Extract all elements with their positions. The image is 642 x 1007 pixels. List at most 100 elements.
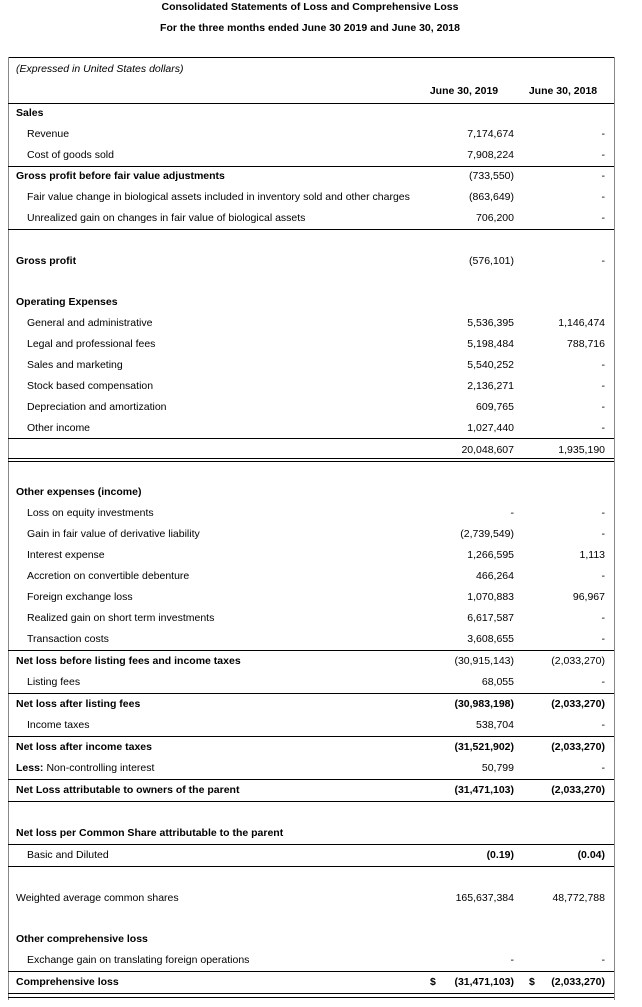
value-2019: (30,915,143) — [454, 655, 514, 667]
row-label: Income taxes — [27, 719, 90, 731]
value-2018: 788,716 — [567, 338, 605, 350]
row-label-prefix: Less: — [16, 762, 44, 774]
row-label: Basic and Diluted — [27, 849, 109, 861]
value-2018: - — [601, 255, 606, 267]
subtitle: For the three months ended June 30 2019 … — [160, 22, 460, 34]
value-2019: (31,471,103) — [454, 784, 514, 796]
value-2019: (576,101) — [469, 255, 514, 267]
value-2018: - — [601, 191, 606, 203]
value-2019: 5,536,395 — [467, 317, 514, 329]
value-2018: - — [601, 528, 606, 540]
value-2019: (31,521,902) — [454, 741, 514, 753]
value-2018: - — [601, 633, 606, 645]
row-label: Interest expense — [27, 549, 105, 561]
row-label: Depreciation and amortization — [27, 401, 167, 413]
value-2018: - — [601, 612, 606, 624]
border — [614, 57, 615, 1000]
value-2019: 5,540,252 — [467, 359, 514, 371]
rule — [8, 166, 614, 167]
row-label: Fair value change in biological assets i… — [27, 191, 410, 203]
value-2019: 7,174,674 — [467, 128, 514, 140]
value-2019: 1,027,440 — [467, 422, 514, 434]
value-2019: 7,908,224 — [467, 149, 514, 161]
row-label: Cost of goods sold — [27, 149, 114, 161]
value-2019: 538,704 — [476, 719, 514, 731]
row-label: Net loss before listing fees and income … — [16, 655, 241, 667]
value-2019: 1,266,595 — [467, 549, 514, 561]
value-2019: 5,198,484 — [467, 338, 514, 350]
row-label: Operating Expenses — [16, 296, 118, 308]
value-2018: - — [601, 401, 606, 413]
value-2018: - — [601, 149, 606, 161]
row-label: Net loss per Common Share attributable t… — [16, 827, 284, 839]
row-label: Other expenses (income) — [16, 486, 142, 498]
row-label: General and administrative — [27, 317, 153, 329]
value-2019: (863,649) — [469, 191, 514, 203]
value-2019: - — [510, 507, 515, 519]
value-2019: 50,799 — [481, 762, 514, 774]
rule — [8, 779, 614, 780]
currency: $ — [529, 976, 535, 988]
row-label: Gain in fair value of derivative liabili… — [27, 528, 200, 540]
value-2019: 6,617,587 — [467, 612, 514, 624]
row-label: Non-controlling interest — [46, 762, 155, 774]
rule — [8, 693, 614, 694]
rule — [8, 461, 614, 462]
row-label: Net loss after income taxes — [16, 741, 152, 753]
rule — [8, 997, 614, 998]
value-2018: (2,033,270) — [551, 976, 605, 988]
rule — [8, 736, 614, 737]
value-2019: (30,983,198) — [454, 698, 514, 710]
row-label: Revenue — [27, 128, 70, 140]
value-2019: 165,637,384 — [455, 892, 514, 904]
rule — [8, 458, 614, 459]
row-label: Legal and professional fees — [27, 338, 156, 350]
value-2019: 68,055 — [481, 676, 514, 688]
rule — [8, 103, 614, 104]
row-label: Accretion on convertible debenture — [27, 570, 190, 582]
row-label: Sales and marketing — [27, 359, 123, 371]
value-2018: 96,967 — [572, 591, 605, 603]
row-label: Stock based compensation — [27, 380, 154, 392]
value-2018: (2,033,270) — [551, 698, 605, 710]
row-label: Transaction costs — [27, 633, 109, 645]
border — [8, 57, 9, 1000]
value-2018: - — [601, 570, 606, 582]
value-2018: (2,033,270) — [551, 741, 605, 753]
value-2019: 20,048,607 — [461, 444, 514, 456]
title: Consolidated Statements of Loss and Comp… — [161, 1, 459, 13]
value-2018: - — [601, 719, 606, 731]
row-label: Gross profit — [16, 255, 77, 267]
value-2018: 1,113 — [579, 549, 606, 561]
row-label: Unrealized gain on changes in fair value… — [27, 212, 306, 224]
rule — [8, 844, 614, 845]
value-2018: - — [601, 170, 606, 182]
value-2018: - — [601, 380, 606, 392]
value-2018: - — [601, 762, 606, 774]
value-2018: - — [601, 507, 606, 519]
value-2019: (0.19) — [486, 849, 514, 861]
value-2018: 48,772,788 — [552, 892, 605, 904]
row-label: Foreign exchange loss — [27, 591, 133, 603]
row-label: Sales — [16, 107, 44, 119]
row-label: Comprehensive loss — [16, 976, 119, 988]
row-label: Exchange gain on translating foreign ope… — [27, 954, 250, 966]
row-label: Weighted average common shares — [16, 892, 179, 904]
rule — [8, 971, 614, 972]
value-2019: - — [510, 954, 515, 966]
value-2018: - — [601, 128, 606, 140]
value-2019: (31,471,103) — [454, 976, 514, 988]
row-label: Realized gain on short term investments — [27, 612, 215, 624]
rule — [8, 57, 614, 58]
value-2019: 3,608,655 — [467, 633, 514, 645]
currency: $ — [430, 976, 436, 988]
value-2019: 609,765 — [476, 401, 514, 413]
value-2018: 1,935,190 — [558, 444, 605, 456]
value-2018: - — [601, 676, 606, 688]
value-2018: (2,033,270) — [551, 655, 605, 667]
row-label: Loss on equity investments — [27, 507, 154, 519]
row-label: Listing fees — [27, 676, 81, 688]
row-label: Net loss after listing fees — [16, 698, 141, 710]
row-label: Other comprehensive loss — [16, 933, 148, 945]
